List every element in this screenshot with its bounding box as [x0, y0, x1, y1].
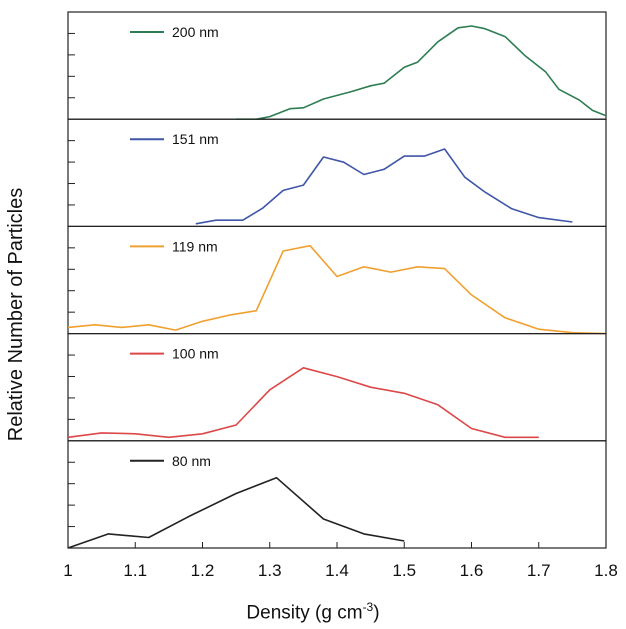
legend-label-80-nm: 80 nm: [172, 453, 211, 469]
x-tick-label: 1.7: [527, 561, 551, 580]
panel-frame-100-nm: [67, 333, 607, 442]
x-tick-label: 1.8: [594, 561, 618, 580]
panel-frame-80-nm: [67, 440, 607, 549]
x-tick-label: 1.5: [392, 561, 416, 580]
x-axis-title-end: ): [373, 602, 380, 624]
panel-frame-200-nm: [67, 11, 607, 120]
panel-frame-151-nm: [67, 118, 607, 227]
x-axis-title-main: Density (g cm: [246, 602, 363, 624]
series-line-200-nm: [236, 25, 607, 120]
series-line-151-nm: [195, 148, 573, 225]
x-tick-label: 1.1: [123, 561, 147, 580]
x-axis-title-sup: -3: [362, 600, 374, 614]
series-line-100-nm: [67, 367, 539, 439]
series-line-119-nm: [67, 244, 607, 335]
series-line-80-nm: [67, 476, 405, 549]
x-tick-label: 1.2: [191, 561, 215, 580]
legend-label-200-nm: 200 nm: [172, 24, 219, 40]
x-tick-label: 1.4: [325, 561, 349, 580]
legend-label-100-nm: 100 nm: [172, 346, 219, 362]
x-axis-title: Density (g cm-3): [0, 600, 626, 624]
legend-label-151-nm: 151 nm: [172, 131, 219, 147]
x-tick-label: 1.6: [460, 561, 484, 580]
x-tick-label: 1.3: [258, 561, 282, 580]
x-tick-label: 1: [63, 561, 72, 580]
legend-label-119-nm: 119 nm: [172, 238, 218, 254]
panel-frame-119-nm: [67, 225, 607, 335]
